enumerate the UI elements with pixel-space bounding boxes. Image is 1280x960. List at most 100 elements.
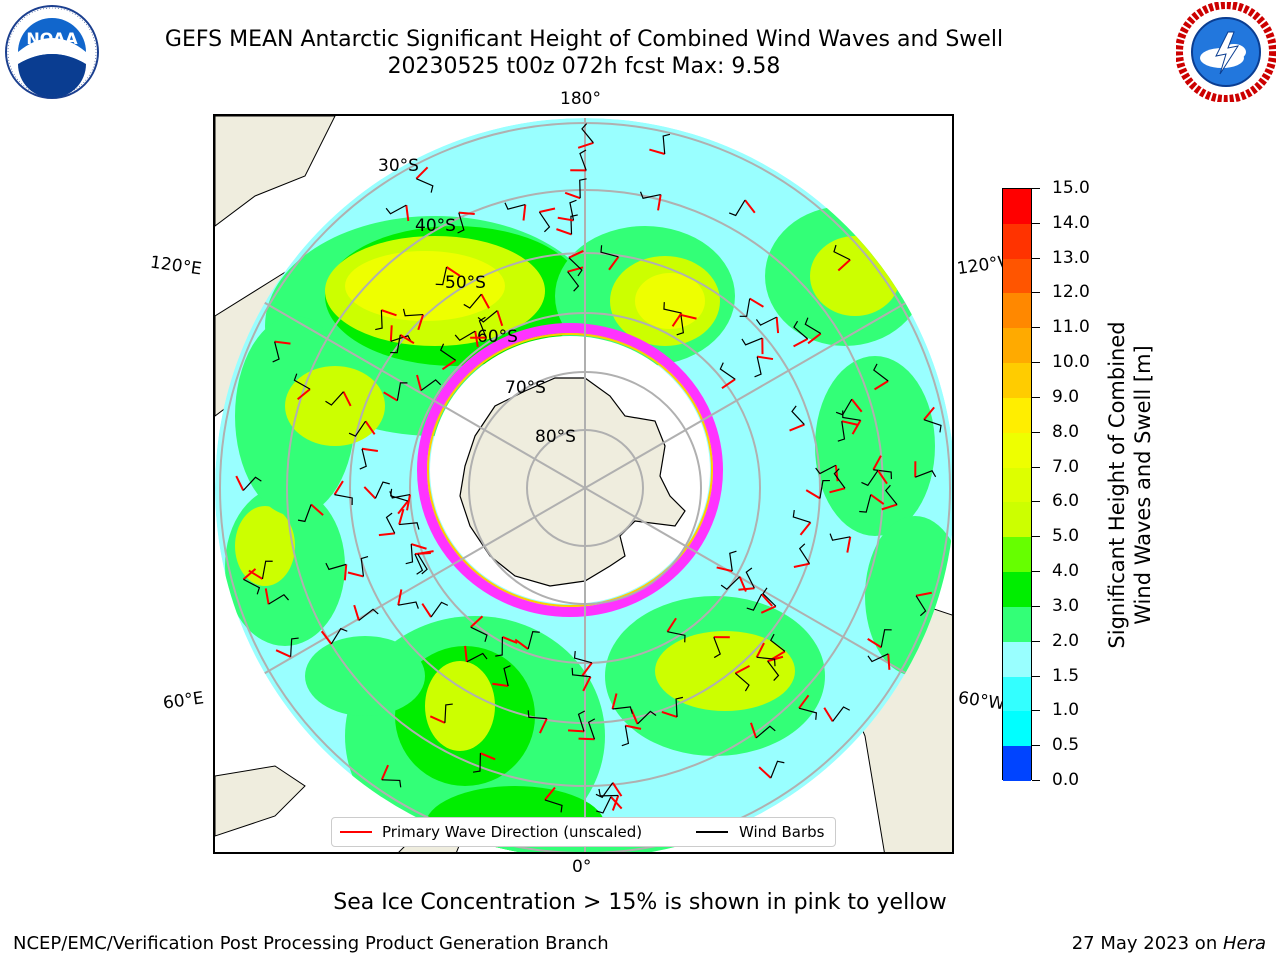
wave-arrow bbox=[760, 593, 774, 607]
wave-arrow bbox=[320, 630, 333, 645]
colorbar-tick-mark bbox=[1032, 536, 1040, 538]
lon-label-120w: 120°W bbox=[955, 252, 1004, 280]
colorbar-tick-label: 0.5 bbox=[1052, 735, 1080, 756]
wave-arrow bbox=[441, 359, 457, 371]
colorbar-tick-mark bbox=[1032, 501, 1040, 503]
wind-barb bbox=[769, 633, 786, 652]
wind-barb bbox=[242, 476, 262, 491]
wave-arrow bbox=[458, 211, 475, 215]
wind-barb bbox=[444, 703, 453, 723]
wind-barb bbox=[573, 650, 593, 664]
wind-barb bbox=[873, 469, 893, 480]
wind-barb bbox=[463, 293, 482, 309]
wind-barb bbox=[915, 595, 927, 617]
wind-barb bbox=[570, 214, 578, 235]
wind-barb bbox=[621, 725, 630, 747]
wave-arrow bbox=[734, 664, 750, 675]
wave-arrow bbox=[389, 325, 393, 342]
wind-barb bbox=[381, 779, 402, 788]
colorbar-tick-label: 5.0 bbox=[1052, 526, 1080, 547]
wave-arrow bbox=[872, 455, 882, 471]
wave-arrow bbox=[805, 489, 821, 500]
colorbar-tick-mark bbox=[1032, 780, 1040, 781]
wave-arrow bbox=[383, 391, 398, 402]
footer-left: NCEP/EMC/Verification Post Processing Pr… bbox=[13, 933, 609, 954]
colorbar-segment bbox=[1003, 641, 1031, 678]
wind-barb bbox=[457, 212, 465, 234]
wind-barb bbox=[454, 330, 476, 342]
wind-barb bbox=[375, 310, 383, 331]
wave-arrow bbox=[577, 141, 594, 149]
legend-wind-label: Wind Barbs bbox=[739, 823, 825, 841]
wave-arrow bbox=[417, 550, 434, 555]
wind-barb bbox=[746, 593, 763, 611]
lon-label-120e: 120°E bbox=[148, 252, 203, 280]
colorbar-tick-label: 2.0 bbox=[1052, 630, 1080, 651]
lat-label-70: 70°S bbox=[505, 378, 546, 398]
wave-arrow bbox=[492, 682, 509, 687]
lat-label-80: 80°S bbox=[535, 427, 576, 447]
wave-arrow bbox=[757, 355, 774, 361]
colorbar-segment bbox=[1003, 293, 1031, 329]
wind-barb bbox=[915, 470, 937, 478]
colorbar-tick-mark bbox=[1032, 362, 1040, 364]
wave-arrow bbox=[429, 715, 446, 724]
colorbar bbox=[1002, 188, 1032, 782]
wind-barb bbox=[675, 696, 684, 717]
wave-arrow bbox=[657, 194, 662, 211]
wind-barb bbox=[861, 470, 879, 487]
wind-barb bbox=[325, 562, 347, 571]
wave-arrow bbox=[568, 250, 584, 259]
colorbar-tick-label: 8.0 bbox=[1052, 421, 1080, 442]
wave-arrow bbox=[397, 500, 409, 515]
legend-wave-label: Primary Wave Direction (unscaled) bbox=[382, 823, 643, 841]
wave-arrow bbox=[807, 332, 822, 345]
wind-barb bbox=[405, 543, 414, 565]
wave-arrow bbox=[798, 694, 810, 709]
wind-barb bbox=[579, 178, 587, 199]
wave-arrow bbox=[310, 503, 324, 516]
wave-arrow bbox=[867, 638, 882, 649]
wind-barb bbox=[478, 316, 487, 338]
wave-arrow bbox=[539, 718, 548, 734]
colorbar-tick-mark bbox=[1032, 327, 1040, 329]
lon-label-60w: 60°W bbox=[956, 688, 1004, 714]
wave-arrow bbox=[296, 388, 311, 400]
lat-label-60: 60°S bbox=[477, 327, 518, 347]
wind-barb bbox=[859, 494, 872, 513]
wind-barb bbox=[398, 601, 419, 609]
colorbar-segment bbox=[1003, 502, 1031, 538]
colorbar-tick-label: 13.0 bbox=[1052, 247, 1090, 268]
wave-arrow bbox=[397, 589, 403, 606]
wind-barb bbox=[477, 310, 498, 323]
wave-arrow bbox=[474, 330, 479, 348]
wave-arrow bbox=[421, 603, 432, 618]
colorbar-tick-label: 3.0 bbox=[1052, 595, 1080, 616]
map-legend: Primary Wave Direction (unscaled) Wind B… bbox=[331, 817, 836, 847]
wind-barb bbox=[804, 317, 822, 335]
lat-label-50: 50°S bbox=[445, 273, 486, 293]
wave-direction-swatch bbox=[340, 831, 372, 833]
wave-arrow bbox=[755, 642, 765, 658]
wind-barb bbox=[719, 362, 736, 380]
wind-barb bbox=[819, 479, 830, 499]
australia-land bbox=[215, 116, 336, 227]
wind-barb bbox=[639, 191, 661, 199]
wind-barb bbox=[359, 448, 367, 470]
wave-arrow bbox=[470, 615, 484, 628]
wave-arrow bbox=[661, 711, 678, 718]
wave-arrow bbox=[744, 199, 756, 214]
wind-barb bbox=[833, 244, 851, 261]
svg-text:NOAA: NOAA bbox=[26, 29, 78, 48]
wind-barb bbox=[567, 271, 580, 292]
wave-arrow bbox=[564, 191, 581, 200]
colorbar-tick-label: 1.0 bbox=[1052, 700, 1080, 721]
wind-barb bbox=[728, 199, 746, 217]
wind-barb bbox=[734, 672, 750, 692]
wave-arrow bbox=[445, 266, 461, 277]
wind-barb bbox=[243, 578, 261, 595]
wind-barb bbox=[472, 753, 482, 773]
wind-barb bbox=[756, 656, 776, 667]
wind-barb bbox=[815, 464, 837, 475]
wind-barb bbox=[754, 356, 762, 378]
